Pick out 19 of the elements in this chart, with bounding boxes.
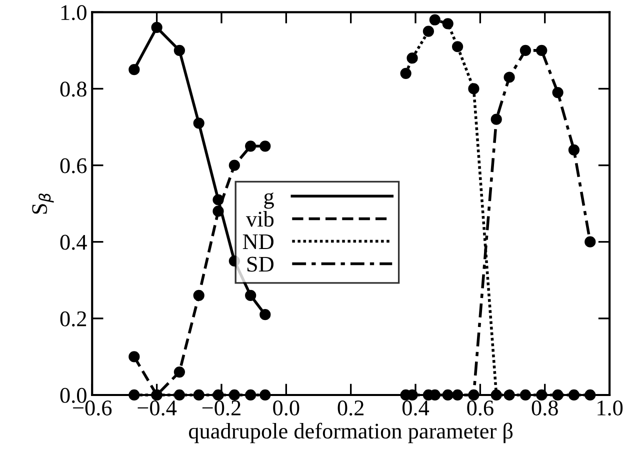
x-tick-label: 0.0 [273, 400, 300, 416]
x-tick-label: 0.2 [338, 400, 364, 416]
x-tick-label: −0.4 [138, 400, 177, 416]
legend-label: SD [247, 256, 274, 272]
y-tick-label: 1.0 [61, 5, 86, 20]
x-tick-label: 0.8 [532, 400, 558, 416]
x-tick-label: 0.6 [467, 400, 494, 416]
y-tick-label: 0.4 [60, 234, 87, 250]
y-axis-title: S$_{β}$ [32, 194, 54, 214]
y-tick-label: 0.6 [60, 158, 87, 174]
y-tick-label: 0.2 [60, 311, 86, 326]
legend-label: g [264, 192, 274, 209]
x-tick-label: −0.2 [202, 400, 240, 416]
x-tick-label: 1.0 [598, 400, 623, 416]
x-tick-label: 0.4 [402, 400, 430, 416]
y-tick-label: 0.8 [60, 82, 86, 97]
legend-label: ND [242, 234, 274, 250]
x-axis-title: quadrupole deformation parameter β [188, 422, 513, 444]
legend-label: vib [246, 211, 274, 227]
